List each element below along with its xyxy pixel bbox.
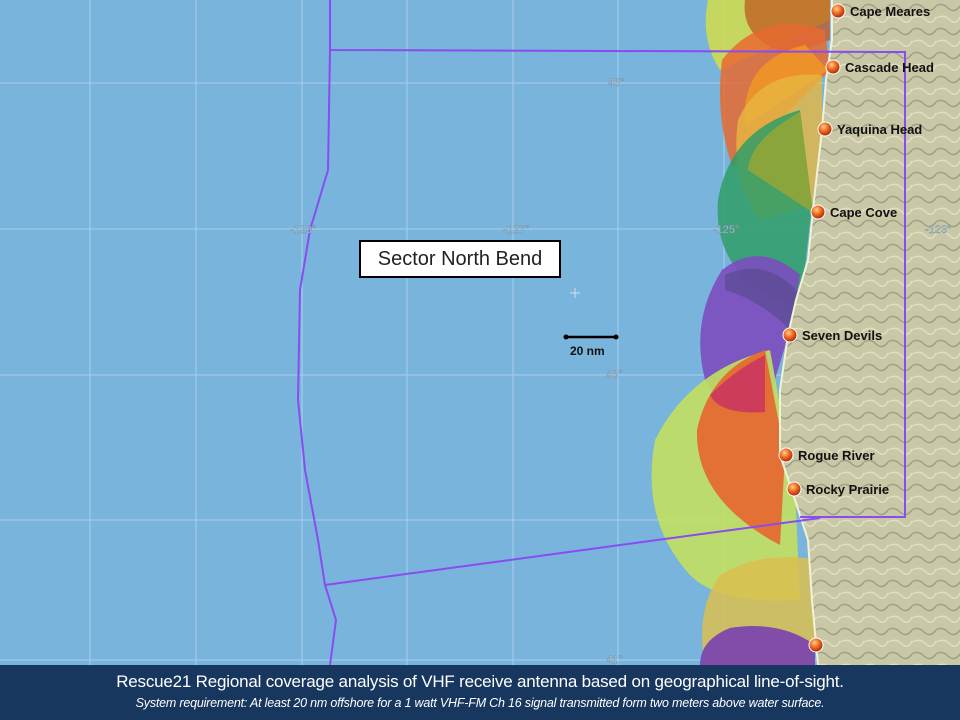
lat-label-41: 41° — [606, 654, 623, 665]
crosshair-icon — [570, 288, 580, 298]
station-rocky-prairie[interactable]: Rocky Prairie — [786, 481, 889, 497]
lon-label-125: -125° — [713, 224, 739, 236]
station-label: Rocky Prairie — [806, 482, 889, 497]
coverage-seven-devils-2 — [725, 268, 805, 330]
station-marker-icon[interactable] — [830, 3, 846, 19]
station-cascade-head[interactable]: Cascade Head — [825, 59, 934, 75]
stations: Cape Meares Cascade Head Yaquina Head Cape … — [778, 3, 934, 653]
scale-bar — [563, 334, 619, 340]
coverage-overlap — [710, 355, 765, 413]
coastline — [779, 0, 833, 665]
lat-label-43: 43° — [606, 369, 623, 381]
station-label: Cascade Head — [845, 60, 934, 75]
coverage-cape-cove-2 — [748, 112, 812, 212]
station-marker-icon[interactable] — [808, 637, 824, 653]
scale-bar-label: 20 nm — [570, 344, 605, 358]
lon-label-127: -127° — [503, 224, 529, 236]
coverage-map[interactable]: -129° -127° -125° -123° 45° 43° 41° Cape… — [0, 0, 960, 665]
coverage-areas — [651, 0, 830, 665]
station-label: Yaquina Head — [837, 122, 922, 137]
lon-label-129: -129° — [290, 224, 316, 236]
caption-title: Rescue21 Regional coverage analysis of V… — [116, 672, 844, 691]
station-label: Cape Meares — [850, 4, 930, 19]
station-label: Rogue River — [798, 448, 875, 463]
station-marker-icon[interactable] — [810, 204, 826, 220]
station-marker-icon[interactable] — [778, 447, 794, 463]
lat-label-45: 45° — [608, 77, 625, 89]
station-marker-icon[interactable] — [782, 327, 798, 343]
station-cape-cove[interactable]: Cape Cove — [810, 204, 897, 220]
lon-label-123: -123° — [925, 224, 951, 236]
station-marker-icon[interactable] — [817, 121, 833, 137]
station-marker-icon[interactable] — [786, 481, 802, 497]
caption-subtitle: System requirement: At least 20 nm offsh… — [135, 696, 825, 710]
sector-label: Sector North Bend — [359, 240, 561, 278]
sector-boundary — [296, 0, 906, 665]
station-marker-icon[interactable] — [825, 59, 841, 75]
station-label: Cape Cove — [830, 205, 897, 220]
station-seven-devils[interactable]: Seven Devils — [782, 327, 882, 343]
land — [780, 0, 960, 665]
caption-banner: Rescue21 Regional coverage analysis of V… — [0, 665, 960, 720]
station-label: Seven Devils — [802, 328, 882, 343]
station-rogue-river[interactable]: Rogue River — [778, 447, 875, 463]
station-yaquina-head[interactable]: Yaquina Head — [817, 121, 922, 137]
station-unnamed[interactable] — [808, 637, 824, 653]
station-cape-meares[interactable]: Cape Meares — [830, 3, 930, 19]
coverage-south-2 — [700, 626, 815, 665]
